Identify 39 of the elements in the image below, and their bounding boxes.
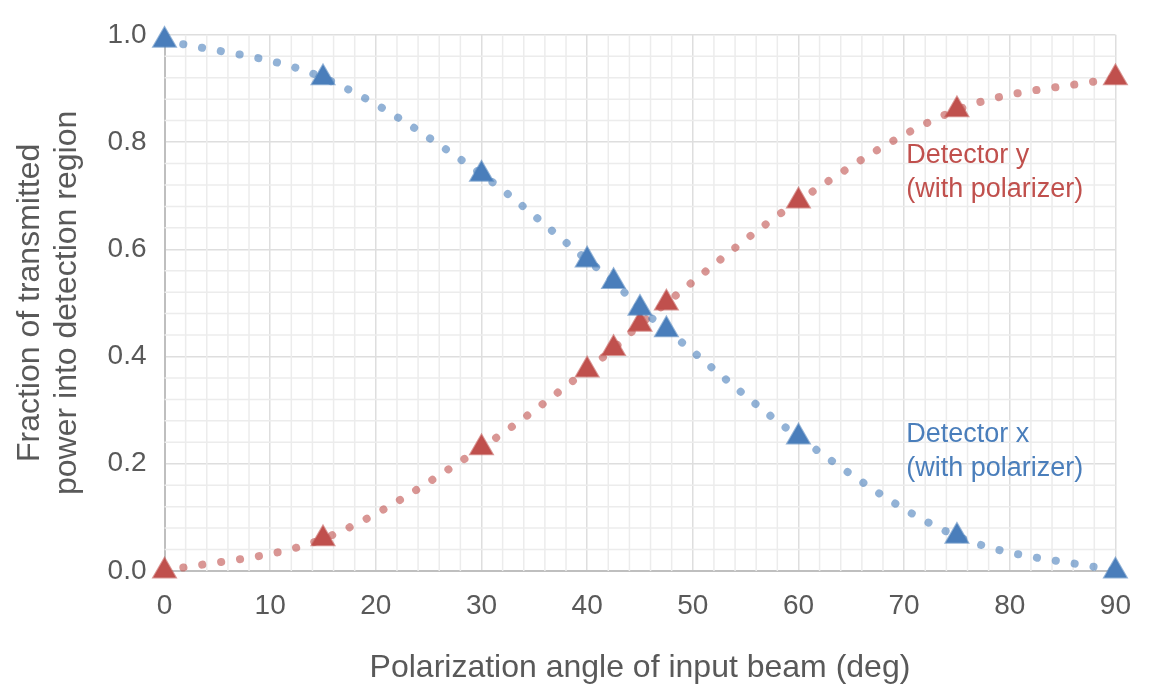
x-axis-title: Polarization angle of input beam (deg) — [369, 647, 911, 684]
x-tick-label: 60 — [782, 588, 815, 620]
series-label: Detector y (with polarizer) — [906, 138, 1084, 203]
x-tick-label: 90 — [1099, 588, 1132, 620]
series-label: Detector x (with polarizer) — [906, 417, 1084, 482]
y-tick-label: 0.8 — [107, 124, 147, 156]
point — [574, 355, 600, 378]
point — [786, 422, 811, 445]
y-tick-label: 0.6 — [107, 232, 147, 263]
point — [1103, 63, 1128, 86]
x-tick-label: 10 — [254, 588, 286, 620]
point — [627, 294, 653, 316]
x-tick-label: 30 — [465, 588, 498, 620]
x-tick-label: 70 — [888, 588, 920, 620]
point — [786, 187, 811, 209]
x-tick-label: 80 — [994, 588, 1026, 620]
y-tick-label: 1.0 — [107, 17, 147, 49]
point — [601, 334, 626, 356]
point — [1103, 557, 1128, 579]
x-tick-label: 40 — [571, 588, 603, 620]
point — [469, 160, 494, 182]
point — [469, 433, 494, 456]
x-tick-label: 20 — [360, 588, 392, 620]
point — [152, 557, 177, 579]
point — [574, 246, 600, 268]
x-tick-label: 0 — [156, 588, 173, 620]
point — [310, 63, 336, 86]
point — [944, 522, 970, 544]
point — [601, 267, 626, 289]
point — [654, 315, 679, 338]
x-tick-label: 50 — [677, 588, 709, 620]
point — [944, 95, 970, 118]
y-tick-label: 0.4 — [107, 339, 147, 371]
y-tick-label: 0.0 — [107, 553, 147, 585]
point — [654, 288, 679, 311]
point — [310, 524, 336, 547]
point — [152, 26, 177, 48]
y-axis-title: Fraction of transmitted power into detection region — [10, 110, 84, 496]
y-tick-label: 0.2 — [107, 446, 147, 478]
